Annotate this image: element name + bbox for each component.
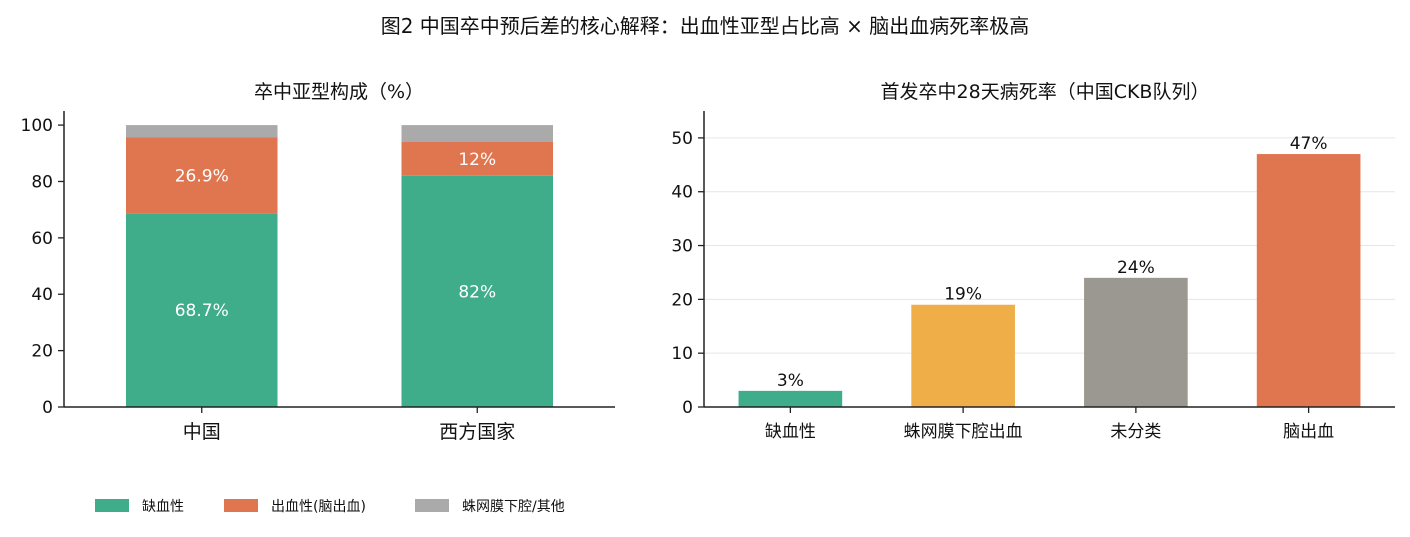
left-xtick-label: 西方国家 xyxy=(439,421,515,443)
left-ytick-label: 60 xyxy=(31,229,53,249)
stacked-bar-segment xyxy=(401,125,554,143)
mortality-bar xyxy=(1256,154,1361,407)
left-ytick-label: 80 xyxy=(31,172,53,192)
right-chart-title: 首发卒中28天病死率（中国CKB队列） xyxy=(881,81,1210,103)
right-ytick-label: 10 xyxy=(671,344,693,364)
left-xtick-label: 中国 xyxy=(183,421,221,443)
legend-label: 出血性(脑出血) xyxy=(271,499,366,515)
bar-value-label: 24% xyxy=(1117,258,1155,278)
figure-title: 图2 中国卒中预后差的核心解释：出血性亚型占比高 × 脑出血病死率极高 xyxy=(381,14,1030,38)
left-ytick-label: 20 xyxy=(31,342,53,362)
bar-value-label: 19% xyxy=(944,285,982,305)
legend-swatch xyxy=(95,499,129,512)
left-chart: 卒中亚型构成（%） 68.7% 26.9% 82% 12% 0 20 40 60 80 100 中… xyxy=(21,81,615,443)
right-ytick-label: 30 xyxy=(671,237,693,257)
legend-swatch xyxy=(415,499,449,512)
right-xtick-label: 脑出血 xyxy=(1283,422,1334,442)
right-ytick-label: 20 xyxy=(671,290,693,310)
legend: 缺血性 出血性(脑出血) 蛛网膜下腔/其他 xyxy=(95,499,565,515)
stacked-bar-segment xyxy=(125,125,278,138)
segment-value-label: 26.9% xyxy=(175,166,229,186)
legend-label: 蛛网膜下腔/其他 xyxy=(462,499,565,515)
right-chart: 首发卒中28天病死率（中国CKB队列） 3% 19% 24% 47% 0 10 20 30 4… xyxy=(671,81,1395,442)
left-ytick-label: 0 xyxy=(42,398,53,418)
right-xtick-label: 未分类 xyxy=(1110,422,1161,442)
left-chart-title: 卒中亚型构成（%） xyxy=(254,81,424,103)
right-ytick-label: 50 xyxy=(671,129,693,149)
stacked-bar-segment xyxy=(125,213,278,407)
legend-label: 缺血性 xyxy=(142,499,184,515)
mortality-bar xyxy=(1084,277,1188,407)
left-ytick-label: 100 xyxy=(21,116,53,136)
stacked-bar-segment xyxy=(401,142,554,176)
left-ytick-label: 40 xyxy=(31,285,53,305)
mortality-bar xyxy=(738,390,843,407)
stacked-bar-segment xyxy=(125,137,278,214)
segment-value-label: 82% xyxy=(458,282,496,302)
mortality-bar xyxy=(911,304,1015,407)
right-xtick-label: 缺血性 xyxy=(765,422,816,442)
stacked-bar-segment xyxy=(401,175,554,407)
segment-value-label: 68.7% xyxy=(175,301,229,321)
bar-value-label: 47% xyxy=(1290,134,1328,154)
segment-value-label: 12% xyxy=(458,150,496,170)
right-ytick-label: 0 xyxy=(682,398,693,418)
bar-value-label: 3% xyxy=(777,371,804,391)
right-ytick-label: 40 xyxy=(671,183,693,203)
legend-swatch xyxy=(224,499,258,512)
right-xtick-label: 蛛网膜下腔出血 xyxy=(904,422,1023,442)
